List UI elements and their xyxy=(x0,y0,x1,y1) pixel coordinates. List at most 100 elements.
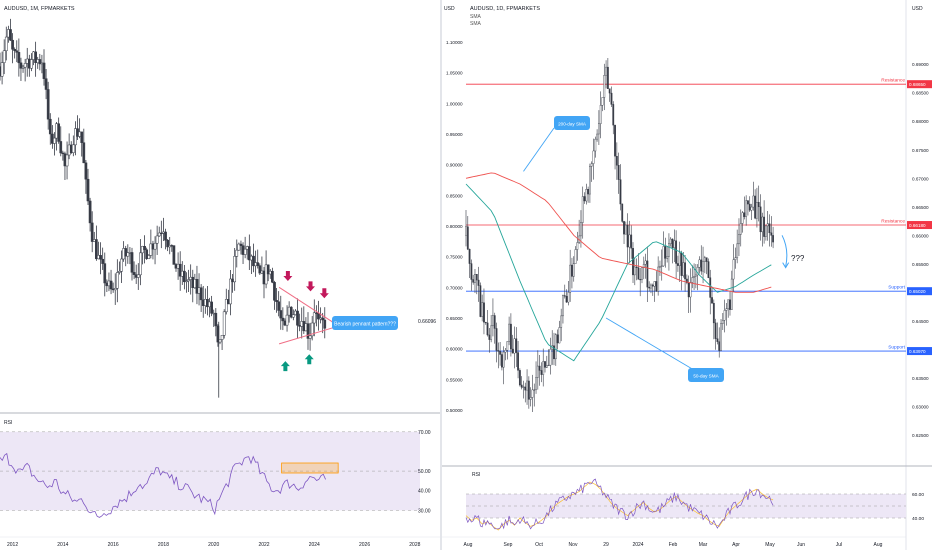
candle-body xyxy=(483,302,485,323)
candle-body xyxy=(589,165,591,195)
candle-body xyxy=(687,282,690,298)
candle-body xyxy=(714,322,717,339)
candle-body xyxy=(178,263,182,277)
candle-body xyxy=(243,248,247,255)
right-scale-label: 0.63000 xyxy=(912,404,929,409)
candle-body xyxy=(632,248,634,276)
candle-body xyxy=(702,261,704,272)
x-tick-label: Jul xyxy=(836,542,842,548)
sma200-callout-text: 200-day SMA xyxy=(558,122,587,127)
candle-body xyxy=(766,223,769,227)
candle-body xyxy=(700,259,703,272)
candle-body xyxy=(497,350,500,352)
candle-body xyxy=(15,50,19,53)
rsi-line xyxy=(0,452,326,518)
candle-body xyxy=(574,249,577,264)
bearish-arrow-icon xyxy=(319,288,329,299)
candle-body xyxy=(666,256,669,259)
candle-body xyxy=(547,364,550,366)
candle-body xyxy=(668,243,670,257)
candle-body xyxy=(522,386,525,388)
rsi-highlight-box[interactable] xyxy=(281,462,339,474)
candle-body xyxy=(166,239,169,248)
candle-body xyxy=(273,282,276,301)
left-scale-label: 0.95000 xyxy=(446,132,463,137)
candle-body xyxy=(30,59,33,69)
candle-body xyxy=(527,380,530,400)
candle-body xyxy=(565,295,568,303)
candle-body xyxy=(195,279,199,294)
candle-body xyxy=(675,240,678,264)
candle-body xyxy=(312,312,316,324)
candle-body xyxy=(74,128,77,146)
panel-divider[interactable] xyxy=(440,0,442,550)
candle-body xyxy=(183,270,186,283)
candle-body xyxy=(752,195,755,208)
candle-body xyxy=(599,105,602,124)
x-tick-label: Feb xyxy=(669,542,678,548)
candle-body xyxy=(646,260,649,288)
candle-body xyxy=(732,259,735,280)
candle-body xyxy=(635,266,638,268)
sma200-callout-box[interactable] xyxy=(554,116,590,130)
candle-body xyxy=(644,260,647,265)
left-scale-label: 0.65000 xyxy=(446,316,463,321)
candle-body xyxy=(542,361,545,375)
candle-body xyxy=(612,104,615,126)
candle-body xyxy=(80,131,84,143)
monthly-chart-panel[interactable]: AUDUSD, 1M, FPMARKETS Bearish pennant pa… xyxy=(0,0,440,550)
candle-body xyxy=(239,243,243,246)
candle-body xyxy=(113,288,117,291)
candle-body xyxy=(321,317,325,321)
daily-chart-panel[interactable]: AUDUSD, 1D, FPMARKETS SMA SMA USD USD 1.10… xyxy=(442,0,932,550)
candle-body xyxy=(524,386,527,391)
candle-body xyxy=(264,264,268,285)
x-tick-label: 2014 xyxy=(57,542,68,548)
candle-body xyxy=(306,323,310,339)
callout-box[interactable] xyxy=(332,316,398,330)
sma-50-line[interactable] xyxy=(465,183,772,362)
candle-body xyxy=(53,137,56,144)
projection-arrow[interactable] xyxy=(781,235,788,267)
bullish-arrow-icon xyxy=(304,354,314,365)
candle-body xyxy=(504,349,507,353)
sma50-callout-box[interactable] xyxy=(688,368,724,382)
right-scale-label: 0.62500 xyxy=(912,433,929,438)
candle-body xyxy=(660,265,663,267)
candle-body xyxy=(289,306,293,318)
candle-body xyxy=(544,361,546,368)
rsi-label: RSI xyxy=(472,472,480,478)
candle-body xyxy=(256,262,260,266)
candle-body xyxy=(653,281,656,287)
candle-body xyxy=(585,189,588,202)
left-scale-label: 1.10000 xyxy=(446,40,463,45)
candle-body xyxy=(750,206,753,211)
candle-body xyxy=(617,165,620,180)
candle-body xyxy=(291,314,295,318)
candle-body xyxy=(310,322,314,337)
candle-body xyxy=(164,231,167,241)
pennant-lower-line[interactable] xyxy=(278,326,335,345)
candle-body xyxy=(571,264,573,277)
candle-body xyxy=(610,92,613,105)
candle-body xyxy=(730,278,733,310)
rsi-label: RSI xyxy=(4,420,12,426)
candle-body xyxy=(772,235,774,243)
candle-body xyxy=(535,377,537,390)
pennant-upper-line[interactable] xyxy=(278,286,335,324)
sma-200-line[interactable] xyxy=(465,172,772,293)
currency-label-left: USD xyxy=(444,6,455,12)
candle-body xyxy=(149,243,153,256)
question-marks: ??? xyxy=(791,254,805,263)
right-scale-label: 0.66500 xyxy=(912,205,929,210)
candle-body xyxy=(624,224,627,235)
candle-body xyxy=(682,262,685,276)
candle-body xyxy=(712,302,715,324)
candle-body xyxy=(118,271,121,273)
bearish-arrow-icon xyxy=(306,281,316,292)
candle-body xyxy=(488,334,491,340)
projection-arrowhead-icon xyxy=(782,262,790,269)
right-scale-label: 0.67500 xyxy=(912,148,929,153)
candle-body xyxy=(82,142,86,164)
candle-body xyxy=(99,255,102,260)
